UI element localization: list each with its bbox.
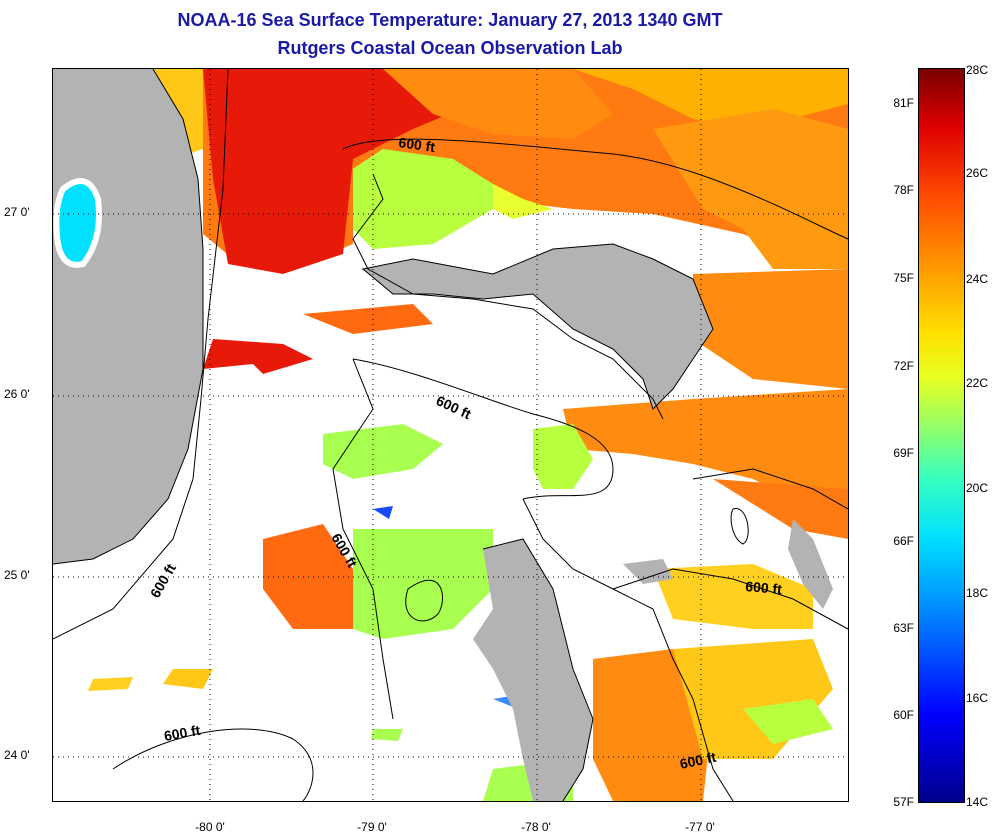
colorbar-label-fahrenheit: 66F <box>893 534 914 548</box>
longitude-label: -79 0' <box>357 820 387 834</box>
colorbar-label-fahrenheit: 75F <box>893 271 914 285</box>
latitude-label: 24 0' <box>4 748 30 762</box>
colorbar-label-fahrenheit: 63F <box>893 621 914 635</box>
longitude-label: -77 0' <box>685 820 715 834</box>
contour-label: 600 ft <box>678 749 717 772</box>
longitude-label: -80 0' <box>195 820 225 834</box>
colorbar-label-celsius: 16C <box>966 691 989 705</box>
map-subtitle: Rutgers Coastal Ocean Observation Lab <box>277 38 623 58</box>
sst-map: 600 ft 600 ft 600 ft 600 ft 600 ft 600 f… <box>52 68 849 802</box>
colorbar-label-celsius: 22C <box>966 376 989 390</box>
colorbar-label-celsius: 28C <box>966 63 989 77</box>
colorbar-label-fahrenheit: 60F <box>893 708 914 722</box>
colorbar-label-fahrenheit: 57F <box>893 795 914 809</box>
colorbar-label-celsius: 14C <box>966 795 989 809</box>
colorbar-label-fahrenheit: 69F <box>893 446 914 460</box>
coastlines <box>53 69 714 801</box>
contour-label: 600 ft <box>163 722 202 744</box>
colorbar-label-fahrenheit: 72F <box>893 359 914 373</box>
colorbar-label-celsius: 20C <box>966 481 989 495</box>
contour-label: 600 ft <box>745 578 783 597</box>
temperature-colorbar <box>918 68 965 803</box>
contour-label: 600 ft <box>398 134 437 155</box>
colorbar-label-celsius: 26C <box>966 166 989 180</box>
colorbar-label-fahrenheit: 81F <box>893 96 914 110</box>
colorbar-label-fahrenheit: 78F <box>893 183 914 197</box>
contour-label: 600 ft <box>434 392 474 422</box>
longitude-label: -78 0' <box>521 820 551 834</box>
sst-patches <box>88 69 848 801</box>
grid-lines <box>53 69 848 801</box>
contour-label: 600 ft <box>147 561 179 601</box>
latitude-label: 27 0' <box>4 205 30 219</box>
latitude-label: 26 0' <box>4 387 30 401</box>
map-title: NOAA-16 Sea Surface Temperature: January… <box>177 10 723 30</box>
lake-okeechobee <box>53 178 102 268</box>
latitude-label: 25 0' <box>4 568 30 582</box>
depth-contours <box>53 69 848 801</box>
colorbar-label-celsius: 18C <box>966 586 989 600</box>
colorbar-label-celsius: 24C <box>966 272 989 286</box>
